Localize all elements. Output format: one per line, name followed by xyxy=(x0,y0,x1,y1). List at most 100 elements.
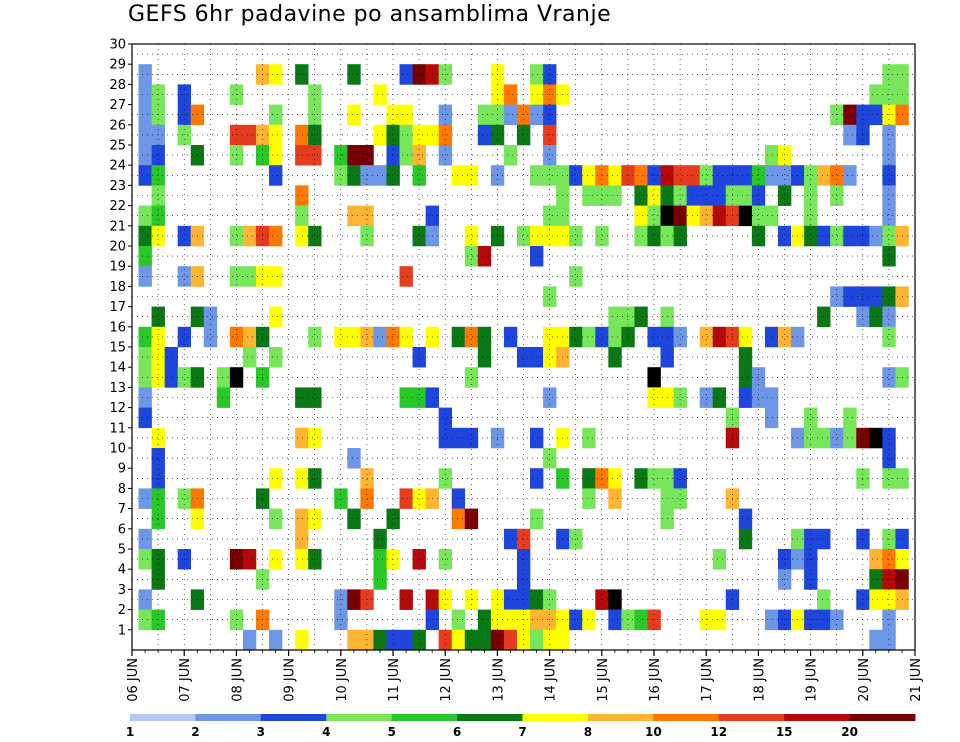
heatmap-cell xyxy=(817,165,831,186)
colorbar-swatch xyxy=(195,714,262,721)
y-tick-label: 28 xyxy=(109,78,126,93)
heatmap-cell xyxy=(438,427,453,449)
heatmap-cell xyxy=(673,326,687,348)
heatmap-cell xyxy=(516,225,531,247)
heatmap-cell xyxy=(399,64,413,85)
heatmap-cell xyxy=(882,448,896,469)
heatmap-cell xyxy=(229,266,244,287)
heatmap-cell xyxy=(503,609,518,631)
heatmap-cell xyxy=(138,225,152,247)
heatmap-cell xyxy=(843,286,857,307)
heatmap-cell xyxy=(138,205,152,227)
y-tick-label: 12 xyxy=(109,401,126,416)
y-tick-label: 29 xyxy=(109,58,126,73)
heatmap-cell xyxy=(530,225,544,247)
heatmap-cell xyxy=(151,185,165,206)
heatmap-cell xyxy=(412,165,426,186)
heatmap-cell xyxy=(151,205,165,227)
colorbar-swatch xyxy=(849,714,916,721)
heatmap-cell xyxy=(777,165,792,186)
heatmap-cell xyxy=(882,468,896,489)
heatmap-cell xyxy=(269,145,283,166)
heatmap-cell xyxy=(229,124,244,146)
heatmap-cell xyxy=(804,165,818,186)
heatmap-cell xyxy=(516,347,531,368)
heatmap-cell xyxy=(242,225,257,247)
heatmap-cell xyxy=(634,225,648,247)
heatmap-cell xyxy=(503,104,518,126)
colorbar-swatch xyxy=(260,714,327,721)
heatmap-cell xyxy=(764,145,779,166)
heatmap-cell xyxy=(138,347,152,368)
heatmap-cell xyxy=(451,326,466,348)
x-tick-label: 13 JUN xyxy=(491,658,506,702)
heatmap-cell xyxy=(830,427,844,449)
heatmap-cell xyxy=(373,84,387,105)
colorbar-label: 7 xyxy=(518,725,526,739)
heatmap-cell xyxy=(621,326,635,348)
heatmap-cell xyxy=(138,549,152,570)
y-tick-label: 20 xyxy=(109,240,126,255)
heatmap-cell xyxy=(412,145,426,166)
heatmap-cell xyxy=(530,64,544,85)
heatmap-cell xyxy=(373,165,387,186)
heatmap-cell xyxy=(177,367,192,388)
heatmap-cell xyxy=(151,347,165,368)
heatmap-cell xyxy=(869,589,883,610)
heatmap-cell xyxy=(412,124,426,146)
heatmap-cell xyxy=(308,427,322,449)
heatmap-cell xyxy=(699,165,714,186)
heatmap-cell xyxy=(138,246,152,267)
y-tick-label: 27 xyxy=(109,98,126,113)
heatmap-cell xyxy=(751,205,766,227)
heatmap-cell xyxy=(295,508,309,530)
heatmap-cell xyxy=(399,589,413,610)
y-tick-label: 26 xyxy=(109,118,126,133)
heatmap-cell xyxy=(647,225,661,247)
heatmap-cell xyxy=(530,427,544,449)
colorbar-label: 8 xyxy=(584,725,592,739)
heatmap-cell xyxy=(516,124,531,146)
heatmap-cell xyxy=(229,225,244,247)
gridlines xyxy=(132,44,915,650)
y-tick-label: 13 xyxy=(109,381,126,396)
heatmap-cell xyxy=(399,104,413,126)
heatmap-cell xyxy=(582,326,596,348)
heatmap-cell xyxy=(151,306,165,328)
heatmap-cell xyxy=(138,589,152,610)
heatmap-cell xyxy=(373,528,387,550)
heatmap-cells xyxy=(138,64,909,651)
heatmap-cell xyxy=(138,609,152,631)
heatmap-cell xyxy=(673,205,687,227)
heatmap-cell xyxy=(882,225,896,247)
heatmap-cell xyxy=(138,367,152,388)
heatmap-cell xyxy=(464,165,479,186)
heatmap-cell xyxy=(295,185,309,206)
heatmap-cell xyxy=(347,145,361,166)
heatmap-cell xyxy=(490,629,505,651)
heatmap-cell xyxy=(582,427,596,449)
heatmap-cell xyxy=(412,629,426,651)
heatmap-cell xyxy=(530,165,544,186)
x-tick-label: 12 JUN xyxy=(439,658,454,702)
heatmap-cell xyxy=(608,589,622,610)
heatmap-cell xyxy=(869,427,883,449)
heatmap-cell xyxy=(503,145,518,166)
heatmap-cell xyxy=(138,326,152,348)
heatmap-cell xyxy=(151,367,165,388)
heatmap-cell xyxy=(647,205,661,227)
colorbar-label: 5 xyxy=(387,725,395,739)
heatmap-cell xyxy=(308,225,322,247)
heatmap-cell xyxy=(308,124,322,146)
heatmap-cell xyxy=(373,124,387,146)
heatmap-cell xyxy=(777,185,792,206)
heatmap-cell xyxy=(712,185,727,206)
colorbar-label: 15 xyxy=(776,725,793,739)
heatmap-cell xyxy=(869,569,883,590)
x-tick-label: 17 JUN xyxy=(700,658,715,702)
heatmap-cell xyxy=(634,165,648,186)
heatmap-cell xyxy=(843,165,857,186)
heatmap-cell xyxy=(386,124,400,146)
heatmap-cell xyxy=(673,468,687,489)
